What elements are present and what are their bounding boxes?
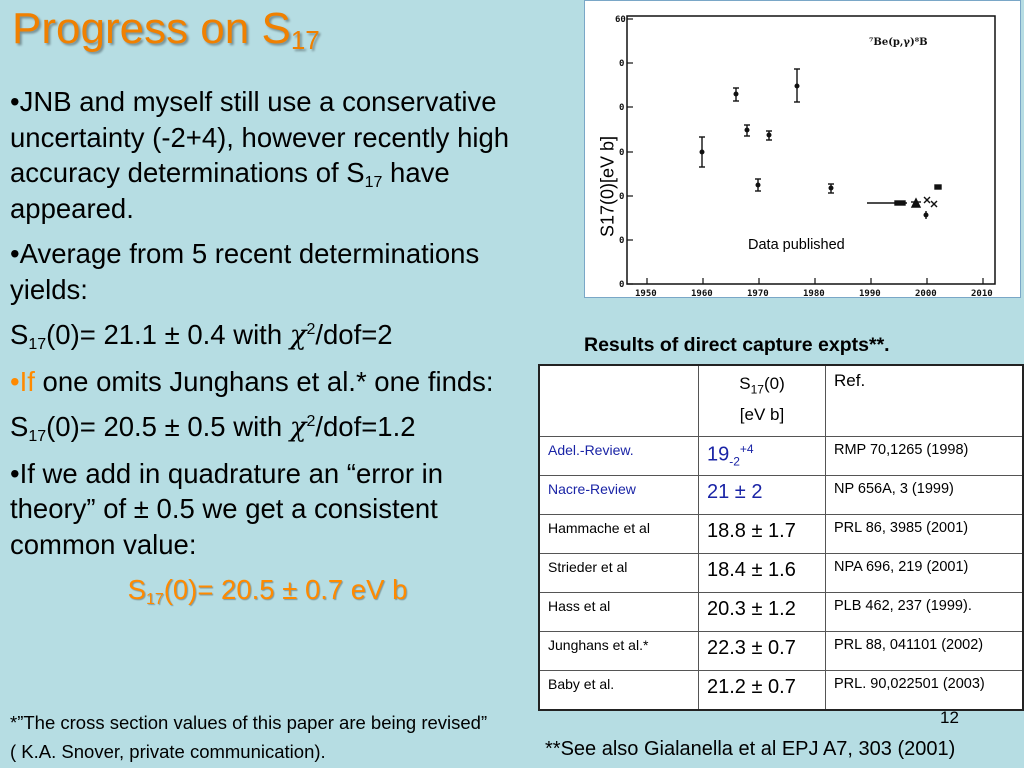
data-point-1970 [755,178,761,192]
x-tick-label: 1970 [747,289,769,299]
page-number: 12 [940,708,959,727]
bullet-jnb: •JNB and myself still use a conservative… [10,86,510,224]
data-point-1983 [828,183,834,194]
table-cell-ref: NPA 696, 219 (2001) [825,553,1024,593]
y-tick-label: 0 [619,280,624,290]
table-cell-value: 18.8 ± 1.7 [698,514,826,554]
table-cell-ref: NP 656A, 3 (1999) [825,475,1024,515]
bullet-omit-junghans: •If one omits Junghans et al.* one finds… [10,365,494,397]
footnote: *”The cross section values of this paper… [10,712,488,762]
table-cell-name: Hammache et al [538,514,699,554]
x-tick-label: 1950 [635,289,657,299]
data-points [699,68,942,219]
data-point-1968 [744,124,750,137]
table-cell-value: 20.3 ± 1.2 [698,592,826,632]
x-tick-label: 2010 [971,289,993,299]
plot-caption: Data published [748,237,845,253]
bullet-list: •JNB and myself still use a conservative… [10,84,525,618]
table-row: Strieder et al 18.4 ± 1.6 NPA 696, 219 (… [538,553,1024,593]
plot-canvas: 60 0 0 0 0 0 0 1950 1960 1970 1980 1990 … [615,15,996,299]
table-header-row: S17(0) [eV b] Ref. [538,364,1024,437]
table-cell-ref: PRL 86, 3985 (2001) [825,514,1024,554]
equation-average: S17(0)= 21.1 ± 0.4 with χ2/dof=2 [10,319,393,353]
table-cell-name: Junghans et al.* [538,631,699,671]
x-ticks [646,278,984,284]
plot-y-axis-label: S17(0)[eV b] [597,135,618,238]
table-cell-name: Nacre-Review [538,475,699,515]
reference-note: **See also Gialanella et al EPJ A7, 303 … [545,738,956,760]
bullet-average: •Average from 5 recent determinations yi… [10,238,480,305]
slide-title: Progress on S17 [12,4,320,55]
table-cell-value: 21 ± 2 [698,475,826,515]
equation-omit: S17(0)= 20.5 ± 0.5 with χ2/dof=1.2 [10,411,416,445]
results-table: S17(0) [eV b] Ref. Adel.-Review. 19-2+4 R… [538,364,1024,711]
table-row: Baby et al. 21.2 ± 0.7 PRL. 90,022501 (2… [538,670,1024,711]
data-point-1960 [699,136,705,168]
s17-history-plot: 60 0 0 0 0 0 0 1950 1960 1970 1980 1990 … [584,0,1021,299]
table-row: Hass et al 20.3 ± 1.2 PLB 462, 237 (1999… [538,592,1024,632]
y-tick-label: 0 [619,192,624,202]
bullet-quadrature: •If we add in quadrature an “error in th… [10,457,444,560]
table-row: Nacre-Review 21 ± 2 NP 656A, 3 (1999) [538,475,1024,515]
data-point-1972 [766,130,772,141]
table-cell-ref: PRL 88, 041101 (2002) [825,631,1024,671]
y-ticks [627,18,633,285]
data-point-1966 [733,87,739,102]
table-row: Hammache et al 18.8 ± 1.7 PRL 86, 3985 (… [538,514,1024,554]
data-point-1978 [794,68,800,103]
table-cell-value: 19-2+4 [698,436,826,476]
final-value: S17(0)= 20.5 ± 0.7 eV b [127,574,408,608]
table-cell-value: 21.2 ± 0.7 [698,670,826,711]
table-cell-name: Hass et al [538,592,699,632]
table-cell-name: Strieder et al [538,553,699,593]
y-tick-label: 0 [619,103,624,113]
y-tick-label: 0 [619,236,624,246]
header-ref-cell: Ref. [825,364,1024,437]
data-point-recent [867,184,942,219]
header-s17-cell: S17(0) [eV b] [698,364,826,437]
table-cell-name: Baby et al. [538,670,699,711]
y-tick-label: 0 [619,148,624,158]
plot-frame [626,15,996,285]
table-cell-ref: PRL. 90,022501 (2003) [825,670,1024,711]
table-cell-ref: RMP 70,1265 (1998) [825,436,1024,476]
table-row: Junghans et al.* 22.3 ± 0.7 PRL 88, 0411… [538,631,1024,671]
y-tick-label: 0 [619,59,624,69]
x-tick-label: 1980 [803,289,825,299]
table-cell-value: 22.3 ± 0.7 [698,631,826,671]
header-empty-cell [538,364,699,437]
table-cell-ref: PLB 462, 237 (1999). [825,592,1024,632]
table-title: Results of direct capture expts**. [584,334,890,356]
table-row: Adel.-Review. 19-2+4 RMP 70,1265 (1998) [538,436,1024,476]
x-tick-label: 1960 [691,289,713,299]
x-tick-label: 2000 [915,289,937,299]
x-tick-label: 1990 [859,289,881,299]
plot-legend: ⁷Be(p,γ)⁸B [869,37,928,48]
table-cell-name: Adel.-Review. [538,436,699,476]
table-cell-value: 18.4 ± 1.6 [698,553,826,593]
y-tick-label: 60 [615,15,626,25]
